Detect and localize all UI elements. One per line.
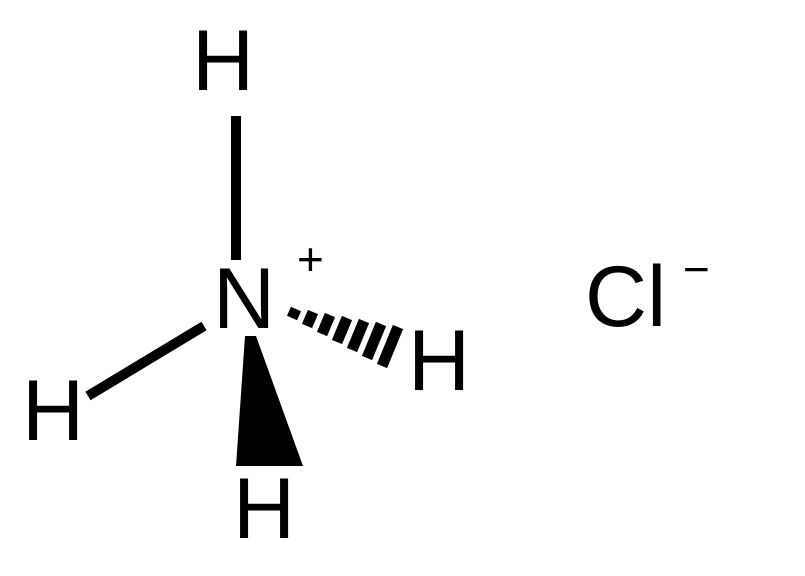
atom-hydrogen-right: H [408, 312, 470, 411]
atom-nitrogen: N [213, 250, 275, 349]
charge-chlorine-minus: − [683, 242, 710, 296]
atom-hydrogen-top: H [192, 12, 254, 111]
atom-hydrogen-left: H [22, 362, 84, 461]
charge-nitrogen-plus: + [297, 232, 324, 286]
atom-hydrogen-bottom: H [233, 460, 295, 559]
atom-chlorine: Cl [585, 248, 666, 347]
